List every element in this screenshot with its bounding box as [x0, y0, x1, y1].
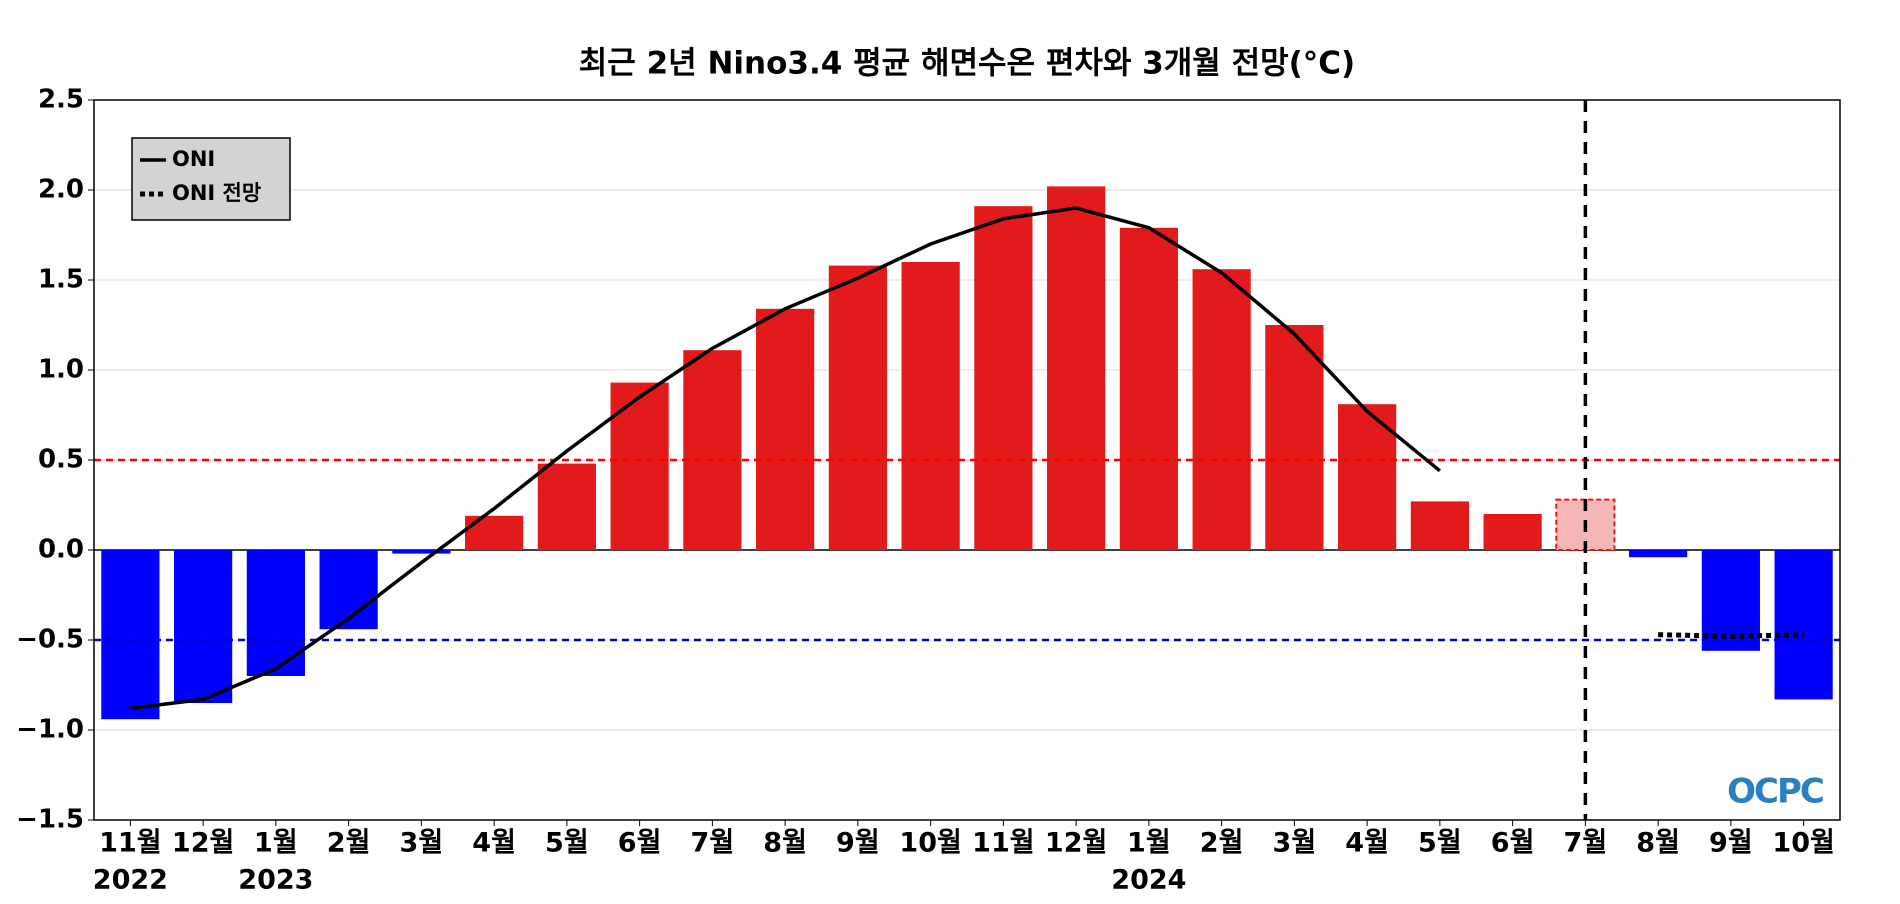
bar [1410, 501, 1469, 550]
chart-title: 최근 2년 Nino3.4 평균 해면수온 편차와 3개월 전망(°C) [579, 46, 1355, 82]
bar [901, 262, 960, 550]
legend-label: ONI [172, 147, 215, 171]
x-tick-label: 3월 [1273, 828, 1317, 859]
line-series [130, 206, 1441, 711]
x-tick-label: 1월 [1127, 828, 1171, 859]
bar [610, 382, 669, 550]
bar [1265, 325, 1324, 550]
x-tick-label: 10월 [899, 828, 961, 859]
bar [174, 550, 233, 703]
year-label: 2023 [238, 865, 313, 896]
x-tick-label: 2월 [327, 828, 371, 859]
legend-box [131, 137, 291, 221]
x-tick-label: 5월 [545, 828, 589, 859]
plot-frame [93, 99, 1841, 821]
x-tick-label: 11월 [972, 828, 1034, 859]
x-tick-label: 8월 [763, 828, 807, 859]
bar [1483, 514, 1542, 550]
y-tick-label: 2.5 [38, 85, 84, 115]
x-tick-label: 1월 [254, 828, 298, 859]
logo: OCPC [1727, 772, 1823, 812]
x-tick-label: 8월 [1636, 828, 1680, 859]
bar [974, 206, 1033, 550]
year-label: 2024 [1111, 865, 1186, 896]
legend-label: ONI 전망 [172, 181, 261, 205]
y-tick-label: 2.0 [38, 175, 84, 205]
bar [537, 463, 596, 550]
bar [392, 550, 451, 554]
x-tick-label: 2월 [1200, 828, 1244, 859]
year-label: 2022 [93, 865, 168, 896]
bar [1192, 269, 1251, 550]
y-tick-label: 0.0 [38, 535, 84, 565]
y-tick-label: −1.0 [16, 715, 84, 745]
x-tick-label: 7월 [1564, 828, 1608, 859]
bar [1774, 550, 1833, 700]
x-tick-label: 11월 [99, 828, 161, 859]
bar [828, 265, 887, 550]
x-tick-label: 10월 [1772, 828, 1834, 859]
x-tick-label: 12월 [1045, 828, 1107, 859]
x-tick-label: 4월 [472, 828, 516, 859]
y-tick-label: −1.5 [16, 805, 84, 835]
x-tick-label: 9월 [1709, 828, 1753, 859]
bar [1629, 550, 1688, 558]
x-tick-label: 6월 [618, 828, 662, 859]
bar [246, 550, 305, 676]
bar [465, 515, 524, 550]
bar [1047, 186, 1106, 550]
y-tick-label: 0.5 [38, 445, 84, 475]
y-tick-label: 1.5 [38, 265, 84, 295]
bar [101, 550, 160, 720]
x-tick-label: 7월 [691, 828, 735, 859]
x-tick-label: 6월 [1491, 828, 1535, 859]
y-tick-label: −0.5 [16, 625, 84, 655]
x-tick-label: 4월 [1345, 828, 1389, 859]
bar [1119, 227, 1178, 551]
x-tick-label: 12월 [172, 828, 234, 859]
bar [319, 550, 378, 630]
bar [683, 350, 742, 550]
bar [756, 308, 815, 550]
x-tick-label: 5월 [1418, 828, 1462, 859]
x-tick-label: 9월 [836, 828, 880, 859]
y-tick-label: 1.0 [38, 355, 84, 385]
line-series [1658, 632, 1804, 639]
x-tick-label: 3월 [400, 828, 444, 859]
